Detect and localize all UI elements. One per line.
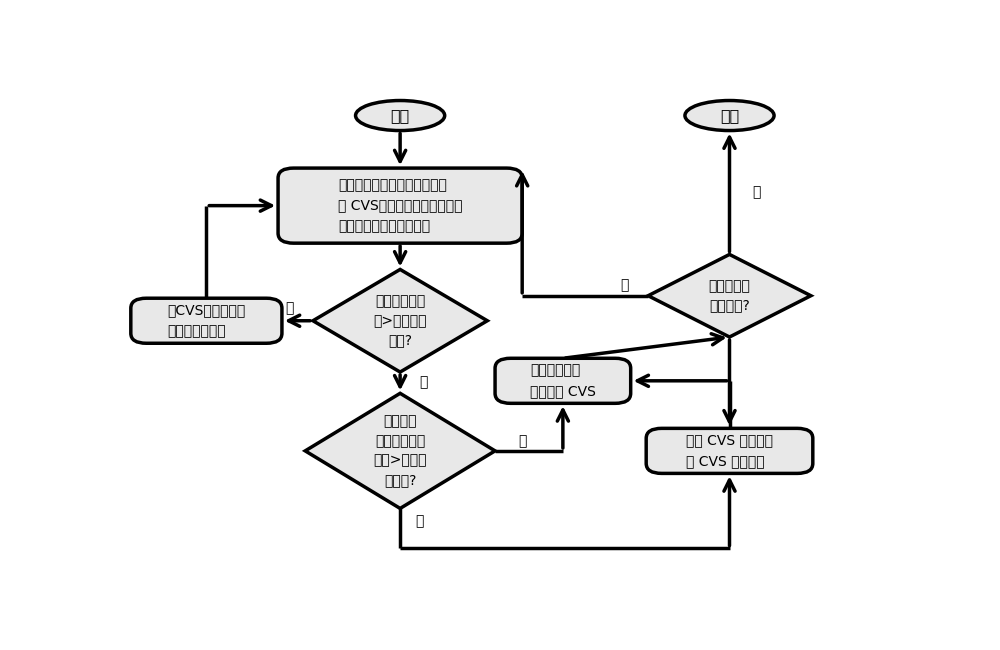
Text: 剥离电量
与其标准值的
误差>第二预
设阈值?: 剥离电量 与其标准值的 误差>第二预 设阈值?	[373, 415, 427, 487]
Text: 是: 是	[518, 434, 526, 448]
FancyBboxPatch shape	[278, 168, 522, 243]
Text: 是: 是	[285, 301, 294, 315]
Text: 是否下一次
样品分析?: 是否下一次 样品分析?	[709, 279, 750, 313]
Text: 是: 是	[620, 278, 629, 292]
Text: 在纯镀液中，采用指定参数运
行 CVS，从曲线数据中得出参
考电位偏移量及剥离电量: 在纯镀液中，采用指定参数运 行 CVS，从曲线数据中得出参 考电位偏移量及剥离电…	[338, 178, 462, 233]
Text: 运行 CVS 活化电极
及 CVS 样品分析: 运行 CVS 活化电极 及 CVS 样品分析	[686, 434, 773, 468]
Text: 采用清洁电极
参数运行 CVS: 采用清洁电极 参数运行 CVS	[530, 363, 596, 398]
Polygon shape	[648, 254, 811, 337]
Text: 参考电位偏移
量>第一预设
阈值?: 参考电位偏移 量>第一预设 阈值?	[373, 294, 427, 347]
Text: 结束: 结束	[720, 108, 739, 123]
Text: 开始: 开始	[390, 108, 410, 123]
Text: 否: 否	[420, 376, 428, 390]
Ellipse shape	[685, 101, 774, 131]
Ellipse shape	[356, 101, 445, 131]
Text: 否: 否	[416, 514, 424, 528]
Polygon shape	[313, 270, 487, 372]
FancyBboxPatch shape	[131, 298, 282, 343]
Polygon shape	[305, 393, 495, 508]
FancyBboxPatch shape	[646, 428, 813, 473]
Text: 在CVS参数中补偿
参考电位偏移量: 在CVS参数中补偿 参考电位偏移量	[167, 304, 246, 338]
Text: 否: 否	[753, 185, 761, 200]
FancyBboxPatch shape	[495, 358, 631, 403]
